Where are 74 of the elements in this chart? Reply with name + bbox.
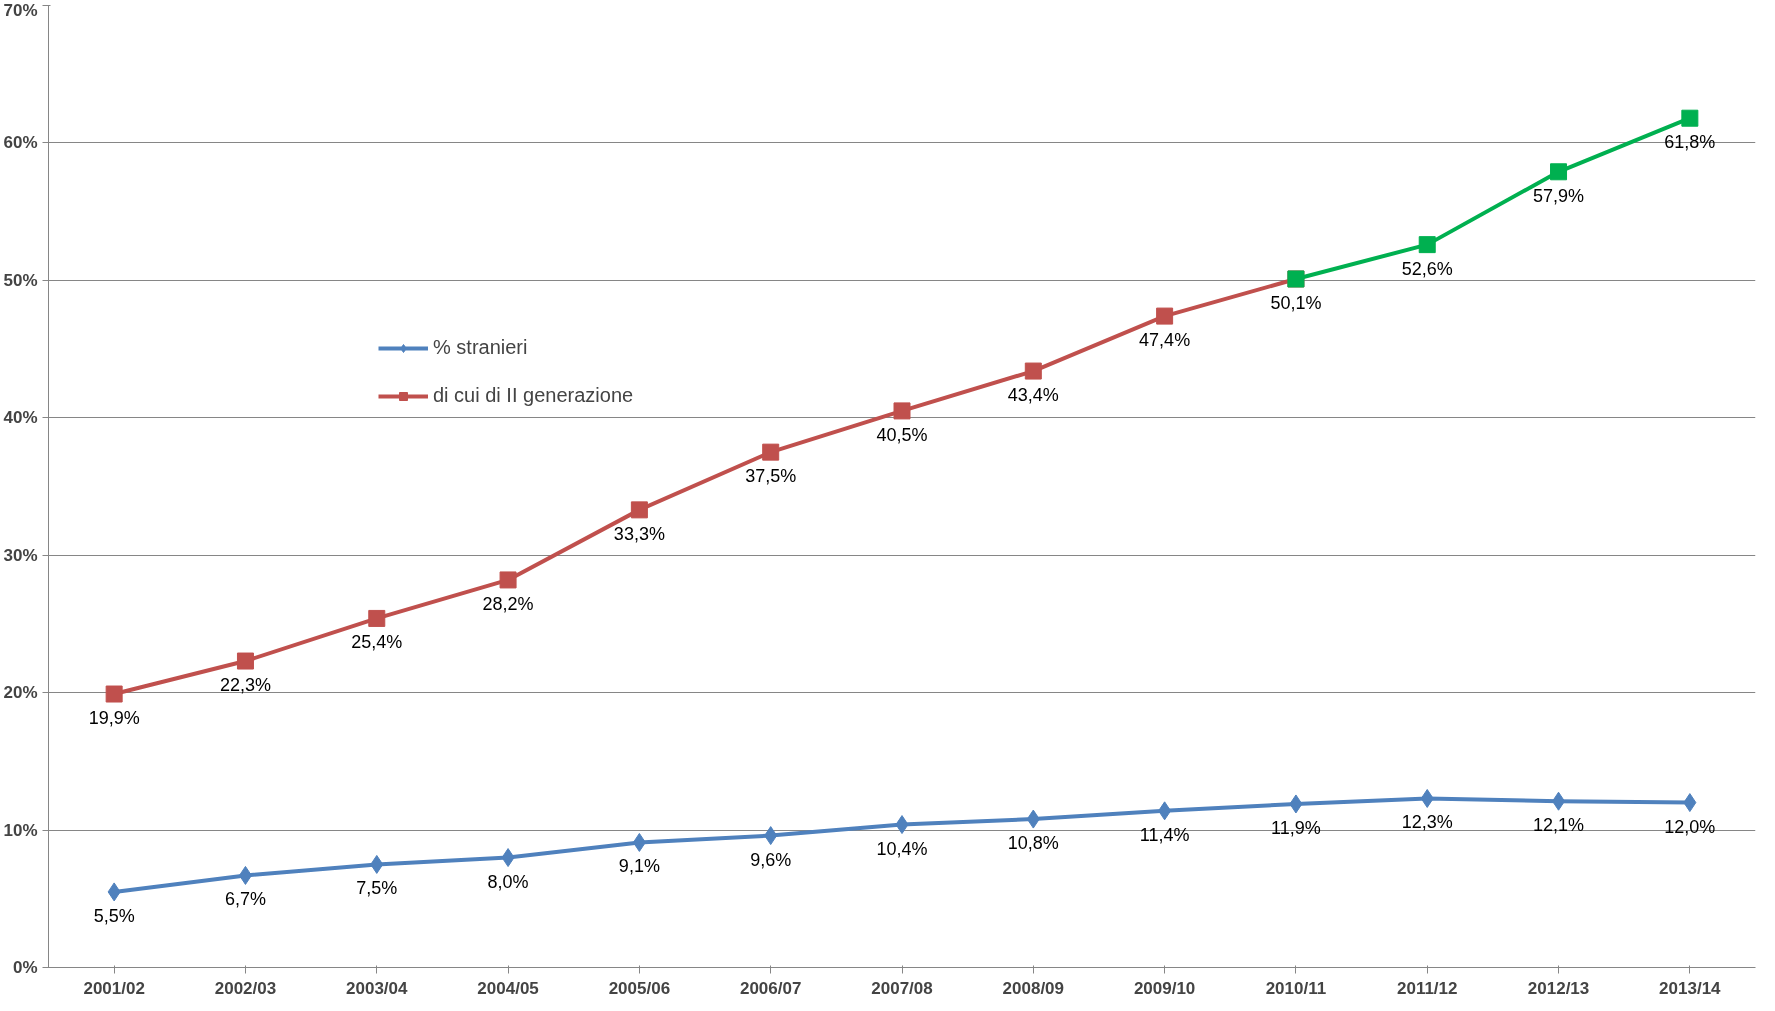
y-tick-label: 60% (3, 133, 38, 153)
point (499, 571, 517, 589)
point (762, 443, 780, 461)
data-label: 22,3% (219, 675, 271, 696)
point (368, 609, 386, 627)
y-tick-label: 0% (12, 958, 38, 977)
x-tick-label: 2009/10 (1133, 978, 1196, 998)
data-label: 9,6% (750, 849, 792, 870)
data-label: 47,4% (1139, 330, 1191, 351)
y-tick-label: 30% (3, 545, 38, 565)
x-tick-label: 2006/07 (739, 978, 802, 998)
point (107, 882, 121, 902)
x-tick-label: 2002/03 (214, 978, 277, 998)
data-label: 19,9% (88, 708, 140, 729)
point (105, 685, 123, 703)
x-tick-label: 2013/14 (1659, 978, 1722, 998)
point (236, 652, 254, 670)
point (895, 815, 909, 835)
x-tick-label: 2008/09 (1002, 978, 1065, 998)
x-tick-label: 2010/11 (1265, 978, 1327, 998)
data-label: 11,4% (1139, 824, 1190, 845)
data-label: 11,9% (1271, 817, 1321, 838)
point (370, 854, 384, 874)
point (238, 865, 252, 885)
point (764, 826, 778, 846)
point (1681, 109, 1699, 127)
data-label: 12,3% (1401, 812, 1453, 833)
point (632, 832, 646, 852)
data-label: 10,8% (1007, 833, 1059, 854)
y-tick-label: 50% (3, 270, 38, 290)
data-label: 9,1% (618, 856, 660, 877)
x-tick-label: 2004/05 (477, 978, 539, 998)
data-label: 8,0% (487, 871, 529, 892)
point (1552, 791, 1566, 811)
y-tick-label: 70% (3, 0, 38, 20)
point (1550, 163, 1568, 181)
data-label: 61,8% (1664, 132, 1716, 153)
x-tick-label: 2007/08 (871, 978, 933, 998)
data-label: 43,4% (1007, 385, 1059, 406)
y-tick-label: 20% (3, 683, 38, 703)
y-tick-label: 40% (3, 408, 38, 428)
data-label: 33,3% (613, 523, 665, 544)
data-label: 50,1% (1270, 292, 1322, 313)
point (630, 501, 648, 519)
x-tick-label: 2011/12 (1396, 978, 1458, 998)
x-tick-label: 2005/06 (608, 978, 671, 998)
point (1026, 809, 1040, 829)
point (893, 402, 911, 420)
data-label: 12,0% (1664, 816, 1716, 837)
x-tick-label: 2012/13 (1527, 978, 1590, 998)
point (1683, 793, 1697, 813)
point (1420, 788, 1434, 808)
data-label: 28,2% (482, 593, 534, 614)
data-label: 25,4% (351, 632, 403, 653)
data-label: 52,6% (1401, 258, 1453, 279)
data-label: 5,5% (93, 905, 135, 926)
point (501, 848, 515, 868)
point (1156, 307, 1174, 325)
data-label: 7,5% (356, 878, 398, 899)
legend-label: di cui di II generazione (433, 384, 634, 407)
point (1158, 801, 1172, 821)
point (1024, 362, 1042, 380)
data-label: 10,4% (876, 838, 928, 859)
legend-label: % stranieri (433, 336, 528, 359)
data-label: 40,5% (876, 424, 928, 445)
data-label: 6,7% (224, 889, 266, 910)
data-label: 12,1% (1533, 815, 1585, 836)
data-label: 57,9% (1533, 185, 1585, 206)
point (1289, 794, 1303, 814)
y-tick-label: 10% (3, 820, 38, 840)
x-tick-label: 2001/02 (83, 978, 145, 998)
data-label: 37,5% (745, 466, 797, 487)
point (1418, 236, 1436, 254)
x-tick-label: 2003/04 (346, 978, 409, 998)
